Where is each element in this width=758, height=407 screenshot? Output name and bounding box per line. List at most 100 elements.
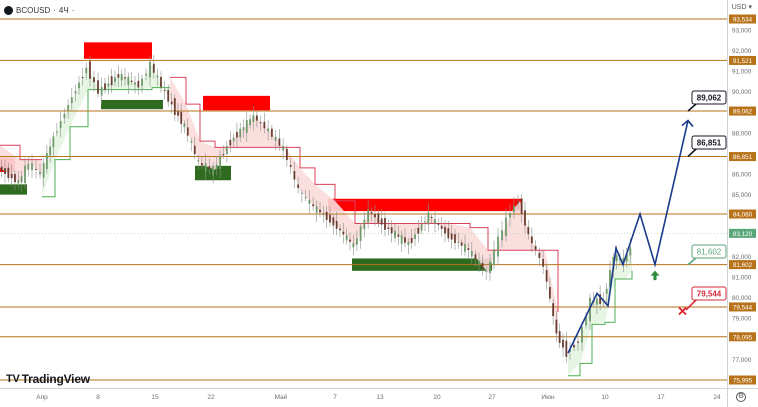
price-tick: 81,000 — [732, 274, 752, 281]
callout-pointer — [687, 257, 697, 266]
time-tick: 27 — [488, 394, 496, 401]
candle-body — [10, 173, 13, 179]
candle-body — [259, 122, 262, 124]
candle-body — [245, 119, 248, 133]
time-tick: 22 — [207, 394, 215, 401]
candle-body — [370, 212, 373, 214]
level-price-badge[interactable] — [729, 302, 756, 312]
projection-path[interactable] — [567, 119, 694, 354]
time-axis[interactable]: Апр 8 15 22 Май 7 13 20 27 Июн 10 17 24 — [0, 388, 758, 402]
candle-body — [460, 242, 463, 246]
candle-body — [170, 101, 173, 105]
candle-body — [454, 234, 456, 244]
candle-body — [355, 238, 358, 245]
candle-body — [457, 241, 460, 243]
candle-body — [387, 227, 390, 230]
candle-body — [437, 223, 440, 225]
level-price-text: 86,851 — [733, 154, 753, 161]
level-price-badge[interactable] — [729, 209, 756, 219]
candle-body — [52, 136, 55, 148]
price-tick: 93,000 — [732, 27, 752, 34]
candle-body — [430, 216, 433, 218]
candle-body — [110, 76, 113, 86]
candle-body — [478, 260, 480, 265]
candle-body — [315, 206, 318, 213]
price-axis[interactable]: 93,000 92,000 91,000 90,000 88,000 86,000 85,0… — [727, 0, 757, 407]
price-tick: 80,000 — [732, 295, 752, 302]
candle-body — [285, 148, 288, 161]
candle-body — [180, 111, 183, 124]
price-tick: 79,000 — [732, 316, 752, 323]
candle-body — [312, 204, 315, 207]
candle-body — [141, 78, 143, 86]
candle-body — [394, 230, 396, 238]
candle-body — [127, 76, 130, 86]
level-price-badge[interactable] — [729, 260, 756, 270]
candle-body — [31, 163, 33, 171]
time-tick: 17 — [657, 394, 665, 401]
time-tick: Май — [275, 393, 288, 401]
time-tick: Июн — [541, 394, 555, 401]
symbol-name[interactable]: BCOUSD — [16, 5, 51, 15]
level-price-badge[interactable] — [729, 14, 756, 24]
candle-body — [599, 294, 602, 304]
candle-body — [410, 237, 413, 243]
currency-label: USD — [731, 4, 747, 11]
level-price-badge[interactable] — [729, 106, 756, 116]
candle-body — [447, 228, 450, 239]
settings-gear-icon[interactable]: ⚙ — [736, 392, 746, 402]
candle-body — [45, 153, 48, 170]
time-tick: 7 — [333, 394, 337, 401]
candle-body — [629, 247, 632, 256]
candle-body — [380, 218, 383, 225]
candles — [0, 54, 632, 363]
level-price-text: 93,534 — [733, 17, 753, 24]
price-callout[interactable]: 86,851 — [687, 135, 727, 158]
candle-body — [282, 145, 285, 151]
candle-body — [186, 127, 189, 136]
level-price-badge[interactable] — [729, 152, 756, 162]
candle-body — [397, 234, 400, 237]
price-tick: 92,000 — [732, 48, 752, 55]
candle-body — [322, 213, 325, 215]
candle-body — [183, 123, 186, 127]
candle-body — [335, 220, 338, 229]
tradingview-logo-icon: TV — [6, 373, 20, 385]
level-price-badge[interactable] — [729, 332, 756, 342]
candle-body — [145, 73, 147, 76]
callout-label: 79,544 — [697, 290, 722, 299]
callout-label: 86,851 — [697, 139, 722, 148]
time-tick: 8 — [96, 394, 100, 401]
level-price-badge[interactable] — [729, 375, 756, 385]
horizontal-levels[interactable] — [0, 18, 727, 381]
callout-label: 89,062 — [697, 94, 722, 103]
price-callout[interactable]: 81,602 — [687, 244, 727, 266]
price-callout[interactable]: 89,062 — [687, 90, 727, 112]
candle-body — [204, 163, 207, 172]
candle-body — [527, 226, 530, 235]
callout-label: 81,602 — [697, 248, 722, 257]
candle-body — [367, 209, 370, 223]
candle-body — [509, 213, 511, 218]
candle-body — [420, 224, 423, 231]
candle-body — [404, 237, 406, 243]
price-callout[interactable]: 79,544 — [685, 286, 727, 311]
interval[interactable]: 4Ч — [58, 5, 69, 15]
candle-body — [17, 180, 20, 184]
projection-line[interactable] — [567, 120, 689, 354]
demand-zone — [0, 184, 27, 195]
candle-body — [359, 226, 362, 242]
candle-body — [249, 119, 251, 126]
price-callouts[interactable]: 89,062 86,851 81,602 79,544 — [685, 90, 727, 311]
candle-body — [489, 261, 491, 274]
symbol-header[interactable]: BCOUSD · 4Ч · — [4, 3, 74, 17]
level-price-badge[interactable] — [729, 55, 756, 65]
currency-selector[interactable]: USD ▾ — [731, 4, 752, 11]
candle-body — [130, 80, 133, 82]
candle-body — [167, 90, 170, 102]
level-price-text: 89,062 — [733, 109, 753, 116]
candle-body — [263, 121, 266, 129]
candle-body — [197, 160, 200, 162]
trail-fill-green — [568, 248, 632, 376]
